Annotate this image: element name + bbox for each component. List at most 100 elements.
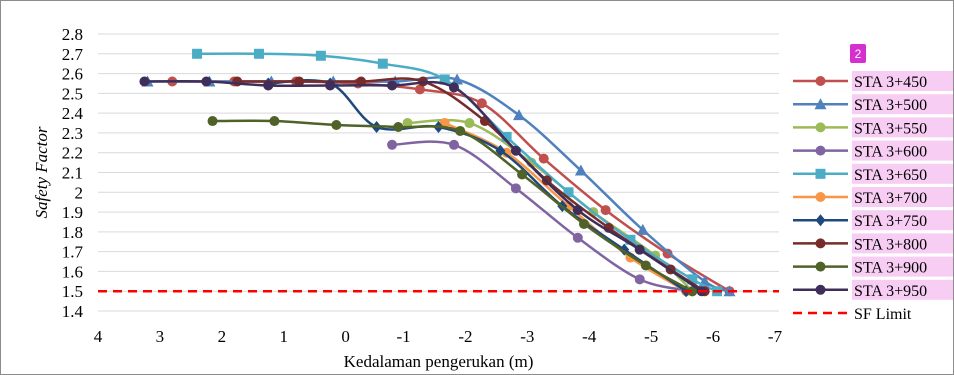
data-point — [501, 131, 512, 142]
legend-label: STA 3+450 — [854, 74, 927, 91]
series-line — [147, 76, 730, 293]
legend-label: STA 3+600 — [854, 144, 927, 161]
y-tick-label: 2.2 — [62, 144, 83, 163]
data-point — [192, 48, 203, 59]
legend-item-sta-3-650: STA 3+650 — [793, 163, 953, 184]
legend-item-sta-3-750: STA 3+750 — [793, 210, 953, 231]
legend-label: STA 3+500 — [854, 97, 927, 114]
legend-highlight — [852, 71, 953, 91]
data-point — [387, 139, 398, 150]
x-tick-label: -2 — [458, 327, 472, 346]
legend-label: STA 3+650 — [854, 167, 927, 184]
data-point — [263, 80, 274, 91]
legend-marker — [815, 145, 826, 156]
legend-highlight — [852, 187, 953, 207]
legend-label: STA 3+700 — [854, 190, 927, 207]
data-point — [636, 223, 649, 235]
y-tick-label: 2.3 — [62, 124, 83, 143]
data-point — [402, 118, 413, 129]
legend-highlight — [852, 163, 953, 184]
data-point — [600, 205, 611, 216]
legend-highlight — [852, 233, 953, 254]
x-tick-label: -1 — [396, 327, 410, 346]
y-tick-label: 1.4 — [62, 302, 84, 321]
data-point — [572, 205, 583, 216]
data-point — [476, 98, 487, 109]
legend-marker — [814, 98, 827, 110]
data-point — [574, 164, 587, 176]
legend-highlight — [852, 94, 953, 115]
legend-label: SF Limit — [854, 306, 912, 323]
y-tick-label: 1.5 — [62, 282, 83, 301]
series-sta-3-950 — [139, 76, 707, 297]
legend-highlight — [852, 140, 953, 161]
x-tick-label: 2 — [218, 327, 227, 346]
legend-highlight — [852, 117, 953, 138]
legend-marker — [815, 284, 826, 295]
legend-marker — [815, 168, 826, 179]
legend-item-sta-3-500: STA 3+500 — [793, 94, 953, 115]
legend-marker — [815, 238, 826, 249]
legend-marker — [815, 261, 826, 272]
series-line — [268, 78, 687, 293]
x-tick-label: -7 — [768, 327, 783, 346]
data-point — [634, 244, 645, 255]
data-point — [356, 76, 367, 87]
data-point — [207, 116, 218, 127]
data-point — [687, 274, 698, 285]
y-tick-label: 2.6 — [62, 65, 83, 84]
data-point — [393, 121, 404, 132]
x-tick-label: -6 — [706, 327, 720, 346]
legend-item-sf-limit: SF Limit — [793, 306, 912, 323]
data-point — [269, 116, 280, 127]
data-point — [455, 125, 466, 136]
legend-marker — [815, 192, 826, 202]
data-point — [139, 76, 150, 87]
y-axis-ticks: 1.41.51.61.71.81.922.12.22.32.42.52.62.7… — [62, 25, 84, 321]
x-tick-label: -5 — [644, 327, 658, 346]
data-point — [253, 48, 264, 59]
data-point — [439, 74, 450, 85]
y-tick-label: 2.4 — [62, 104, 84, 123]
data-point — [640, 260, 651, 271]
legend-label: STA 3+750 — [854, 213, 927, 230]
legend-item-sta-3-550: STA 3+550 — [793, 117, 953, 138]
legend-label: STA 3+550 — [854, 120, 927, 137]
legend-badge — [850, 44, 866, 63]
data-point — [448, 82, 459, 93]
x-tick-label: 3 — [156, 327, 165, 346]
data-point — [451, 73, 464, 85]
legend-marker — [815, 122, 826, 133]
series-sta-3-600 — [387, 139, 698, 297]
y-tick-label: 2 — [75, 183, 84, 202]
y-tick-label: 2.8 — [62, 25, 83, 44]
legend: 2 STA 3+450 STA 3+500 STA 3+550 STA 3+600 ST… — [793, 44, 953, 323]
data-point — [512, 109, 525, 121]
data-point — [538, 153, 549, 164]
legend-item-sta-3-800: STA 3+800 — [793, 233, 953, 254]
data-point — [510, 183, 521, 194]
plot-area — [98, 48, 779, 298]
data-point — [662, 248, 673, 259]
data-point — [687, 286, 698, 297]
data-point — [377, 58, 388, 69]
data-point — [414, 84, 425, 95]
data-point — [294, 76, 305, 87]
grid — [98, 33, 779, 312]
legend-highlight — [852, 256, 953, 277]
legend-badge-number: 2 — [855, 47, 862, 61]
y-axis-title: Safety Factor — [32, 126, 51, 218]
y-tick-label: 2.1 — [62, 164, 83, 183]
legend-marker — [815, 214, 826, 227]
y-tick-label: 2.7 — [62, 45, 84, 64]
data-point — [572, 232, 583, 243]
y-tick-label: 1.9 — [62, 203, 83, 222]
x-tick-label: -3 — [520, 327, 534, 346]
data-point — [563, 187, 574, 198]
legend-item-sta-3-600: STA 3+600 — [793, 140, 953, 161]
x-tick-label: 4 — [94, 327, 103, 346]
x-axis-ticks: 4 3 2 1 0 -1 -2 -3 -4 -5 -6 -7 — [94, 327, 783, 346]
data-point — [448, 139, 459, 150]
